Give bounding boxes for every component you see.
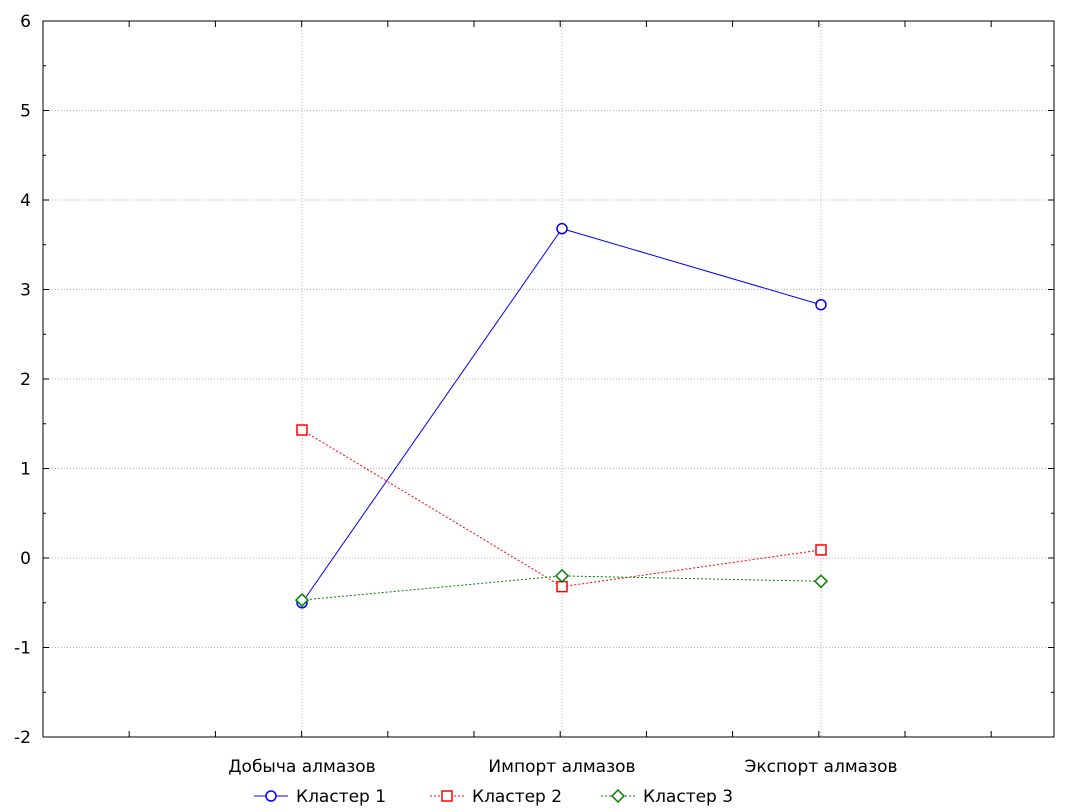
x-tick-label: Импорт алмазов (488, 757, 635, 777)
y-tick-label: 6 (20, 12, 31, 32)
data-point-3 (294, 593, 310, 608)
legend-label: Кластер 3 (643, 787, 733, 807)
x-tick-label: Экспорт алмазов (744, 757, 897, 777)
legend-marker (441, 790, 453, 802)
y-tick-label: 1 (20, 460, 31, 480)
legend-marker (265, 790, 277, 802)
plot-area (42, 20, 1055, 738)
legend-item-2: Кластер 2 (430, 787, 562, 807)
data-point-2 (556, 580, 568, 593)
legend-marker (610, 788, 626, 804)
legend: Кластер 1 Кластер 2 Кластер 3 (254, 787, 733, 807)
axes: -2 -1 0 1 2 3 4 5 6 Добыча алмазов Импорт алмазов Э… (14, 12, 1054, 777)
legend-item-3: Кластер 3 (601, 787, 733, 807)
data-point-1 (815, 298, 827, 311)
y-tick-label: 4 (20, 191, 31, 211)
data-point-3 (813, 574, 829, 589)
series-line-2 (301, 429, 822, 588)
legend-label: Кластер 2 (472, 787, 562, 807)
series-layer (294, 222, 829, 609)
y-tick-label: 3 (20, 281, 31, 301)
y-tick-label: 5 (20, 102, 31, 122)
y-tick-label: -2 (14, 728, 31, 748)
grid (43, 21, 1054, 737)
legend-label: Кластер 1 (296, 787, 386, 807)
y-tick-label: -1 (14, 639, 31, 659)
series-1 (296, 222, 827, 609)
data-point-1 (556, 222, 568, 235)
legend-item-1: Кластер 1 (254, 787, 386, 807)
data-point-2 (815, 544, 827, 556)
x-tick-label: Добыча алмазов (228, 757, 375, 777)
series-2 (296, 424, 827, 593)
y-tick-label: 0 (20, 549, 31, 569)
y-tick-label: 2 (20, 370, 31, 390)
data-point-3 (554, 568, 570, 583)
data-point-2 (296, 424, 308, 436)
series-3 (294, 568, 829, 608)
